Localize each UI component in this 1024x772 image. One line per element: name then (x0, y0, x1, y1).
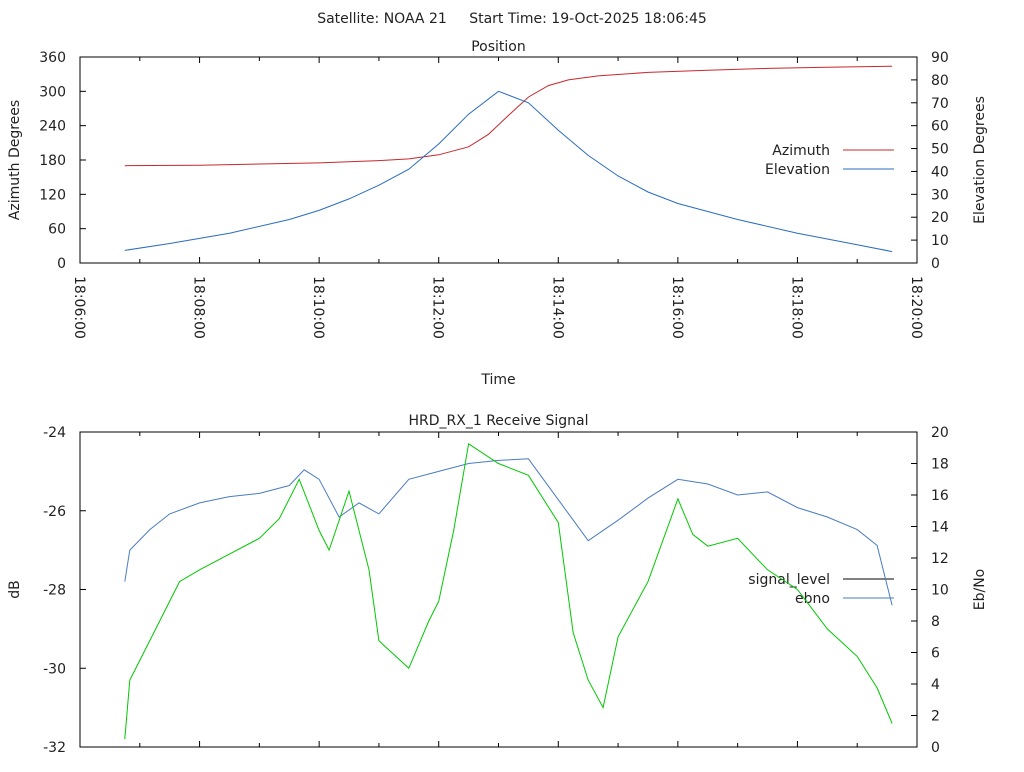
y-tick-label: 180 (39, 153, 66, 169)
receive-signal-chart: HRD_RX_1 Receive Signal -32 -30 -28 -26 -24 0 2… (7, 413, 988, 756)
y-tick-label: -30 (43, 661, 66, 677)
y2-axis-label: Eb/No (972, 569, 988, 611)
y2-tick-label: 8 (931, 614, 940, 630)
y2-axis-label: Elevation Degrees (972, 96, 988, 224)
y-axis-label: Azimuth Degrees (7, 100, 23, 220)
x-tick-label: 18:08:00 (191, 276, 207, 339)
x-tick-label: 18:20:00 (908, 276, 924, 339)
y-tick-label: -24 (43, 425, 66, 441)
y2-tick-label: 6 (931, 646, 940, 662)
y2-tick-label: 16 (931, 488, 949, 504)
y-tick-label: 120 (39, 187, 66, 203)
y2-tick-label: 20 (931, 210, 949, 226)
y-tick-label: -26 (43, 504, 66, 520)
y2-tick-label: 10 (931, 583, 949, 599)
y-tick-label: 300 (39, 84, 66, 100)
y2-tick-label: 14 (931, 520, 949, 536)
x-axis-label: Time (480, 372, 515, 388)
legend-label: Elevation (765, 162, 830, 178)
legend-label: signal_level (748, 572, 830, 588)
y2-tick-label: 90 (931, 50, 949, 66)
position-chart: Position 18:06:00 18:08:00 18:10:00 18:12:00… (7, 39, 988, 388)
y2-tick-label: 0 (931, 256, 940, 272)
chart-title: Position (471, 39, 526, 55)
y2-tick-label: 2 (931, 709, 940, 725)
series-line-unlabeled (124, 442, 893, 740)
series-line-ebno (124, 458, 893, 606)
y2-tick-label: 20 (931, 425, 949, 441)
legend-label: ebno (795, 591, 830, 607)
y-tick-label: 60 (48, 222, 66, 238)
x-tick-label: 18:10:00 (310, 276, 326, 339)
plot-frame (79, 431, 918, 748)
x-tick-label: 18:16:00 (669, 276, 685, 339)
y2-tick-label: 18 (931, 457, 949, 473)
x-tick-label: 18:12:00 (430, 276, 446, 339)
chart-title: HRD_RX_1 Receive Signal (409, 413, 589, 429)
y2-tick-label: 80 (931, 73, 949, 89)
series-line-Elevation (124, 90, 893, 253)
y-tick-label: -28 (43, 583, 66, 599)
y2-tick-label: 10 (931, 233, 949, 249)
x-tick-label: 18:18:00 (788, 276, 804, 339)
x-tick-label: 18:14:00 (549, 276, 565, 339)
y-tick-label: 240 (39, 119, 66, 135)
series-line-Azimuth (124, 65, 893, 167)
y2-tick-label: 30 (931, 187, 949, 203)
y-tick-label: 0 (57, 256, 66, 272)
x-tick-label: 18:06:00 (71, 276, 87, 339)
y2-tick-label: 0 (931, 740, 940, 756)
y-tick-label: -32 (43, 740, 66, 756)
y2-tick-label: 12 (931, 551, 949, 567)
start-time-label: Start Time: 19-Oct-2025 18:06:45 (469, 11, 707, 27)
y2-tick-label: 4 (931, 677, 940, 693)
y2-tick-label: 40 (931, 164, 949, 180)
legend-label: Azimuth (772, 143, 830, 159)
figure-title: Satellite: NOAA 21 Start Time: 19-Oct-20… (317, 11, 707, 27)
y-axis-label: dB (7, 580, 23, 599)
y2-tick-label: 60 (931, 119, 949, 135)
y2-tick-label: 50 (931, 142, 949, 158)
y-tick-label: 360 (39, 50, 66, 66)
y2-tick-label: 70 (931, 96, 949, 112)
satellite-label: Satellite: NOAA 21 (317, 11, 447, 27)
